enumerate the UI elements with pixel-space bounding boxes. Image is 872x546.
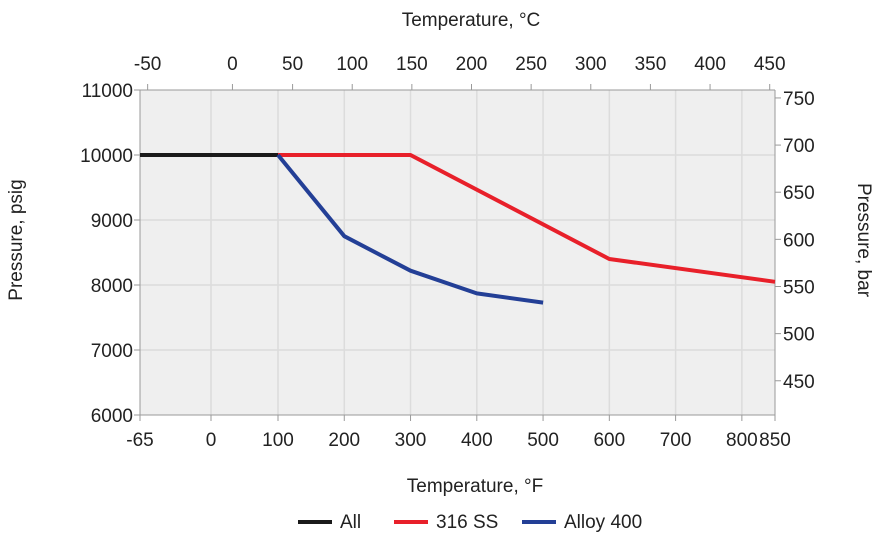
tick-labels: -65 0 100 200 300 400 500 600 700 800 850600070008…: [80, 54, 815, 451]
series-line-alloy-400: [276, 153, 544, 305]
y-right-tick-label: 700: [783, 136, 815, 157]
y-right-tick-label: 650: [783, 183, 815, 204]
x-tick-label: 500: [527, 430, 559, 451]
x-top-tick-label: 100: [336, 54, 368, 75]
x-tick-label: 850: [759, 430, 791, 451]
y-tick-label: 7000: [91, 341, 133, 362]
y-tick-label: 8000: [91, 276, 133, 297]
legend: All 316 SS Alloy 400: [298, 512, 642, 533]
x-axis-label-top: Temperature, °C: [402, 10, 541, 31]
y-tick-label: 11000: [82, 81, 133, 102]
y-right-tick-label: 500: [783, 325, 815, 346]
y-right-tick-label: 450: [783, 372, 815, 393]
x-top-tick-label: -50: [134, 54, 161, 75]
series-line-316-ss: [278, 153, 776, 284]
x-tick-label: 100: [262, 430, 294, 451]
x-top-tick-label: 300: [575, 54, 607, 75]
x-top-tick-label: 50: [282, 54, 303, 75]
x-tick-label: 0: [206, 430, 217, 451]
x-top-tick-label: 200: [456, 54, 488, 75]
grid-lines: [140, 90, 775, 415]
x-tick-label: 400: [461, 430, 493, 451]
y-right-tick-label: 600: [783, 230, 815, 251]
x-top-tick-label: 150: [396, 54, 428, 75]
legend-label-all: All: [340, 512, 361, 533]
y-axis-label-left: Pressure, psig: [6, 179, 27, 300]
y-tick-label: 6000: [91, 406, 133, 427]
x-tick-label: 200: [328, 430, 360, 451]
x-tick-label: 800: [726, 430, 758, 451]
legend-label-alloy-400: Alloy 400: [564, 512, 642, 533]
x-top-tick-label: 450: [754, 54, 786, 75]
axes: [134, 84, 781, 421]
x-top-tick-label: 400: [694, 54, 726, 75]
y-right-tick-label: 750: [783, 89, 815, 110]
y-tick-label: 10000: [80, 146, 133, 167]
x-tick-label: 300: [395, 430, 427, 451]
x-tick-label: 600: [593, 430, 625, 451]
x-tick-label: -65: [126, 430, 153, 451]
plot-area: [140, 90, 775, 415]
legend-label-316-ss: 316 SS: [436, 512, 498, 533]
x-top-tick-label: 0: [227, 54, 238, 75]
y-axis-label-right: Pressure, bar: [853, 183, 872, 298]
x-axis-label-bottom: Temperature, °F: [407, 476, 543, 497]
series-lines: [140, 153, 776, 305]
x-tick-label: 700: [660, 430, 692, 451]
y-right-tick-label: 550: [783, 277, 815, 298]
x-top-tick-label: 250: [515, 54, 547, 75]
x-top-tick-label: 350: [635, 54, 667, 75]
y-tick-label: 9000: [91, 211, 133, 232]
